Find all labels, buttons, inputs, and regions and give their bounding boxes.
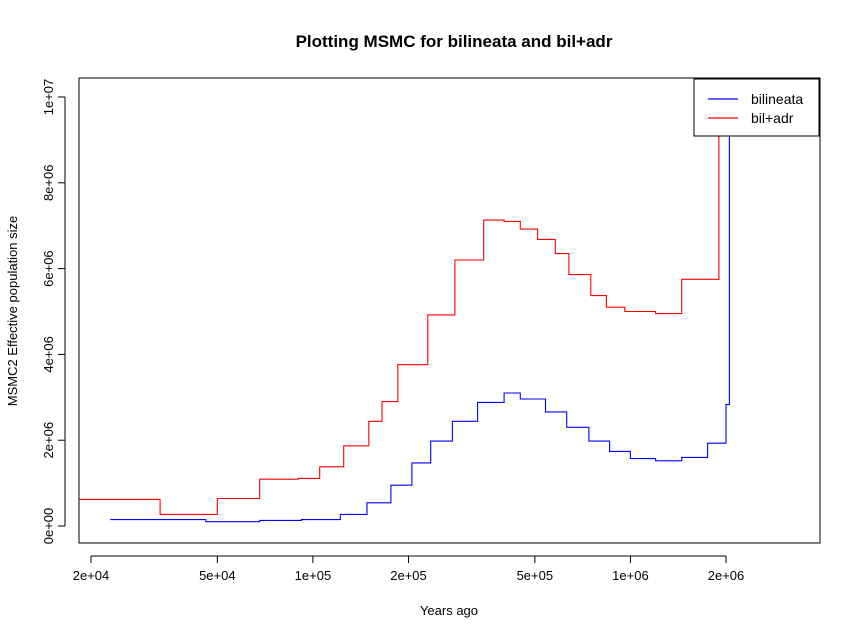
series-line-bilineata bbox=[110, 79, 730, 523]
series-line-bil-adr bbox=[79, 79, 720, 515]
x-tick-label: 1e+05 bbox=[295, 568, 332, 583]
y-tick-label: 1e+07 bbox=[41, 79, 56, 116]
y-tick-label: 2e+06 bbox=[41, 422, 56, 459]
y-tick-label: 8e+06 bbox=[41, 165, 56, 202]
y-tick-label: 4e+06 bbox=[41, 336, 56, 373]
legend-label: bil+adr bbox=[751, 110, 794, 126]
y-axis-label: MSMC2 Effective population size bbox=[5, 216, 20, 407]
plot-area bbox=[79, 79, 730, 523]
axes: 2e+04 5e+04 1e+05 2e+05 5e+05 1e+06 2e+06 0e+00… bbox=[41, 77, 821, 583]
x-tick-label: 2e+05 bbox=[390, 568, 427, 583]
x-tick-label: 2e+06 bbox=[708, 568, 745, 583]
x-tick-label: 2e+04 bbox=[73, 568, 110, 583]
plot-frame bbox=[78, 77, 821, 544]
x-axis-label: Years ago bbox=[420, 603, 478, 618]
legend-box bbox=[693, 78, 820, 137]
x-tick-label: 5e+04 bbox=[199, 568, 236, 583]
x-tick-label: 5e+05 bbox=[517, 568, 554, 583]
chart-title: Plotting MSMC for bilineata and bil+adr bbox=[296, 32, 613, 51]
legend-label: bilineata bbox=[751, 91, 803, 107]
y-tick-label: 0e+00 bbox=[41, 508, 56, 545]
y-tick-label: 6e+06 bbox=[41, 250, 56, 287]
x-tick-label: 1e+06 bbox=[612, 568, 649, 583]
legend: bilineata bil+adr bbox=[693, 78, 820, 137]
